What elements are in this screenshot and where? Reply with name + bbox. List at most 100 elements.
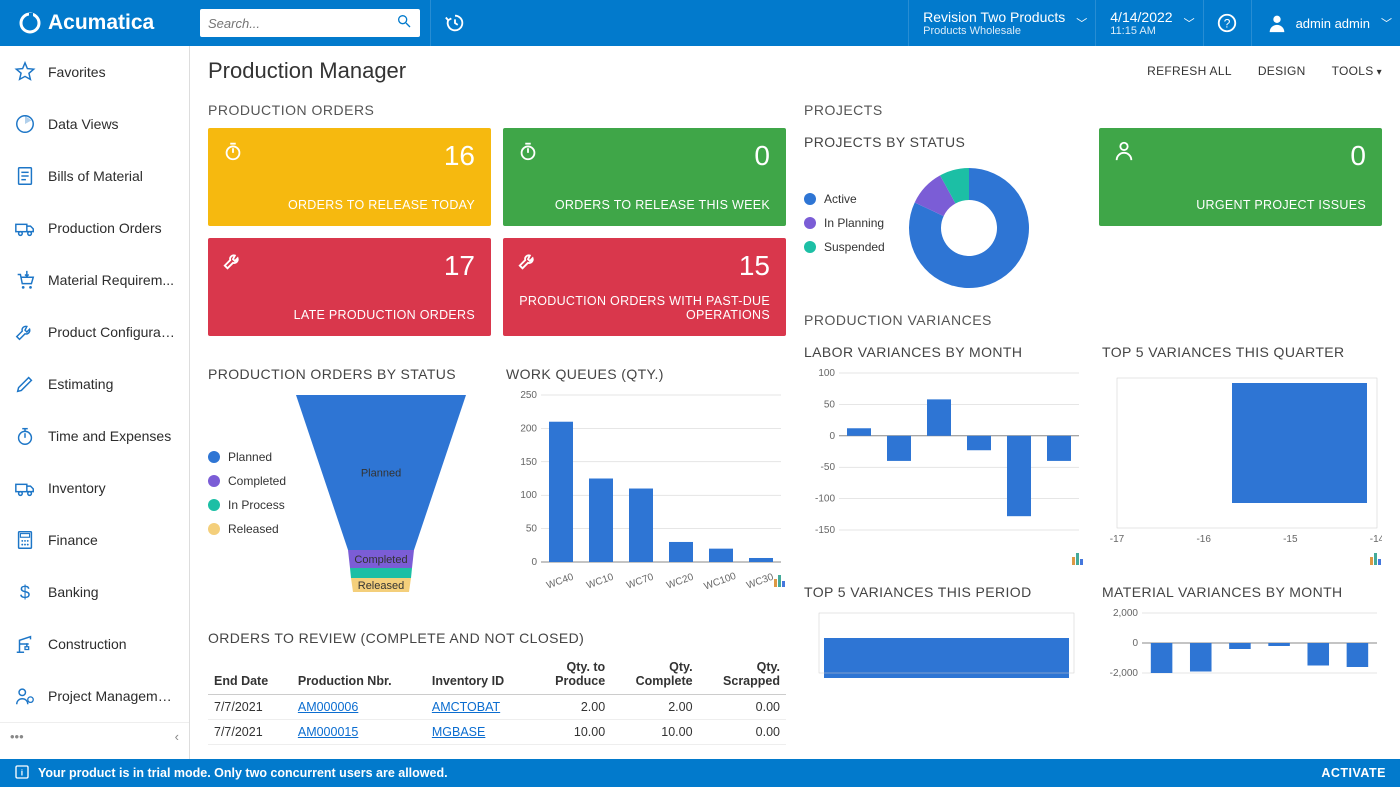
search-input[interactable] [208,16,396,31]
chart-options-icon[interactable] [1072,553,1084,568]
material-var-title: MATERIAL VARIANCES BY MONTH [1102,584,1382,600]
top5p-title: TOP 5 VARIANCES THIS PERIOD [804,584,1084,600]
svg-text:50: 50 [824,399,836,410]
date-text: 4/14/2022 [1110,9,1172,25]
sidebar-item-banking[interactable]: $ Banking [0,566,189,618]
kpi-tile[interactable]: 0ORDERS TO RELEASE THIS WEEK [503,128,786,226]
stopwatch-icon [517,140,539,168]
work-queues-chart: 050100150200250WC40WC10WC70WC20WC100WC30 [506,390,786,590]
chevron-down-icon: ﹀ [1381,15,1392,31]
page-header: Production Manager REFRESH ALL DESIGN TO… [208,58,1382,84]
sidebar-item-data-views[interactable]: Data Views [0,98,189,150]
sidebar-item-production-orders[interactable]: Production Orders [0,202,189,254]
sidebar-item-label: Construction [48,636,127,652]
sidebar-item-inventory[interactable]: Inventory [0,462,189,514]
svg-text:100: 100 [818,368,835,379]
labor-var-title: LABOR VARIANCES BY MONTH [804,344,1084,360]
orders-review-table: End DateProduction Nbr.Inventory IDQty. … [208,654,786,745]
company-switcher[interactable]: Revision Two Products Products Wholesale… [908,0,1095,46]
sidebar-item-label: Data Views [48,116,119,132]
svg-text:Released: Released [358,580,404,592]
history-icon[interactable] [430,0,478,46]
chart-options-icon[interactable] [774,575,786,590]
svg-text:-100: -100 [815,494,835,505]
kpi-tile[interactable]: 15PRODUCTION ORDERS WITH PAST-DUE OPERAT… [503,238,786,336]
brand-logo[interactable]: Acumatica [0,0,190,46]
svg-text:0: 0 [829,431,835,442]
svg-text:-14: -14 [1370,534,1382,545]
sidebar-item-favorites[interactable]: Favorites [0,46,189,98]
legend-item: Released [208,522,286,536]
link[interactable]: AM000006 [298,700,358,714]
sidebar-item-project-management[interactable]: Project Management [0,670,189,722]
stopwatch-icon [222,140,244,168]
chart-options-icon[interactable] [1370,553,1382,568]
svg-text:$: $ [20,581,30,602]
section-title-variances: PRODUCTION VARIANCES [804,312,1382,328]
kpi-label: ORDERS TO RELEASE TODAY [224,198,475,212]
sidebar-item-material-requirem-[interactable]: Material Requirem... [0,254,189,306]
search-box[interactable] [200,9,420,37]
wrench-icon [14,321,36,343]
design-button[interactable]: DESIGN [1258,64,1306,78]
time-text: 11:15 AM [1110,25,1172,37]
sidebar-item-estimating[interactable]: Estimating [0,358,189,410]
kpi-tile[interactable]: 16 ORDERS TO RELEASE TODAY [208,128,491,226]
sidebar-item-label: Banking [48,584,99,600]
sidebar-item-construction[interactable]: Construction [0,618,189,670]
brand-icon [18,11,42,35]
kpi-value: 0 [519,140,770,172]
svg-text:-150: -150 [815,525,835,536]
dollar-icon: $ [14,581,36,603]
more-icon[interactable]: ••• [10,729,24,744]
user-icon [1266,12,1288,34]
svg-text:Completed: Completed [354,554,407,566]
sidebar-item-product-configurator[interactable]: Product Configurator [0,306,189,358]
donut-title: PROJECTS BY STATUS [804,134,1087,150]
table-header: Inventory ID [426,654,533,695]
table-header: Qty. toProduce [533,654,612,695]
link[interactable]: AMCTOBAT [432,700,500,714]
kpi-label: LATE PRODUCTION ORDERS [224,308,475,322]
svg-text:WC70: WC70 [625,572,655,590]
table-header: Production Nbr. [292,654,426,695]
kpi-value: 16 [224,140,475,172]
svg-text:2,000: 2,000 [1113,608,1138,619]
refresh-all-button[interactable]: REFRESH ALL [1147,64,1232,78]
svg-text:Planned: Planned [361,468,401,480]
sidebar-item-label: Bills of Material [48,168,143,184]
sidebar-item-bills-of-material[interactable]: Bills of Material [0,150,189,202]
link[interactable]: MGBASE [432,725,486,739]
user-menu[interactable]: admin admin ﹀ [1251,0,1400,46]
business-date[interactable]: 4/14/2022 11:15 AM ﹀ [1095,0,1202,46]
sidebar-item-finance[interactable]: Finance [0,514,189,566]
table-header: Qty.Scrapped [699,654,786,695]
sidebar-item-time-and-expenses[interactable]: Time and Expenses [0,410,189,462]
chevron-down-icon: ﹀ [1184,15,1195,31]
kpi-tile[interactable]: 17LATE PRODUCTION ORDERS [208,238,491,336]
person-gear-icon [14,685,36,707]
svg-text:250: 250 [520,390,537,401]
table-row: 7/7/2021AM000006AMCTOBAT2.002.000.00 [208,695,786,720]
legend-item: In Process [208,498,286,512]
labor-variances-chart: -150-100-50050100 [804,368,1084,568]
truck-icon [14,477,36,499]
svg-text:50: 50 [526,524,538,535]
sidebar-item-label: Estimating [48,376,113,392]
tools-menu[interactable]: TOOLS [1332,64,1382,78]
person-icon [1113,140,1135,168]
kpi-urgent-project-issues[interactable]: 0 URGENT PROJECT ISSUES [1099,128,1382,226]
table-header: Qty.Complete [611,654,698,695]
svg-text:WC20: WC20 [665,572,695,590]
search-icon[interactable] [396,13,412,34]
svg-text:100: 100 [520,490,537,501]
table-header: End Date [208,654,292,695]
truck-icon [14,217,36,239]
help-icon[interactable]: ? [1203,0,1251,46]
legend-item: Active [804,192,885,206]
link[interactable]: AM000015 [298,725,358,739]
top5-quarter-chart: -17-16-15-14 [1102,368,1382,568]
legend-item: In Planning [804,216,885,230]
collapse-icon[interactable]: ‹ [175,729,179,744]
activate-button[interactable]: ACTIVATE [1321,766,1386,780]
